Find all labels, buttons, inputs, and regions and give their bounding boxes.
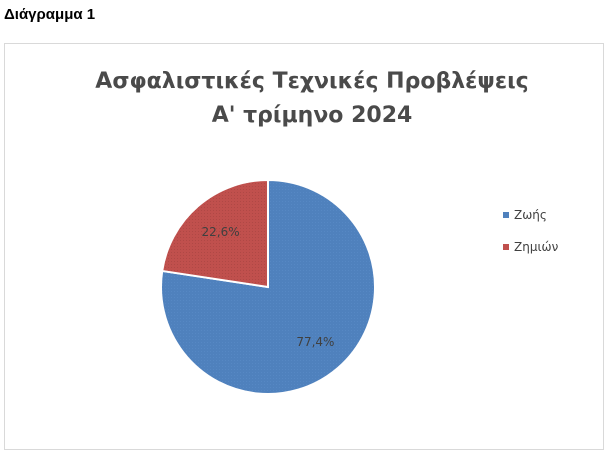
data-label-1: 22,6% [202, 225, 240, 239]
data-label-0: 77,4% [296, 335, 334, 349]
chart-title-line-1: Ασφαλιστικές Τεχνικές Προβλέψεις [95, 69, 528, 94]
figure-caption: Διάγραμμα 1 [4, 6, 96, 23]
legend-label-0: Ζωής [514, 208, 547, 222]
legend-swatch-0 [503, 212, 509, 218]
pie-slice-zimion [161, 178, 269, 289]
pie-slice-zois [160, 178, 376, 395]
legend-label-1: Ζημιών [514, 240, 559, 254]
chart-title-line-2: Α' τρίμηνο 2024 [212, 103, 413, 128]
legend-swatch-1 [503, 244, 509, 250]
